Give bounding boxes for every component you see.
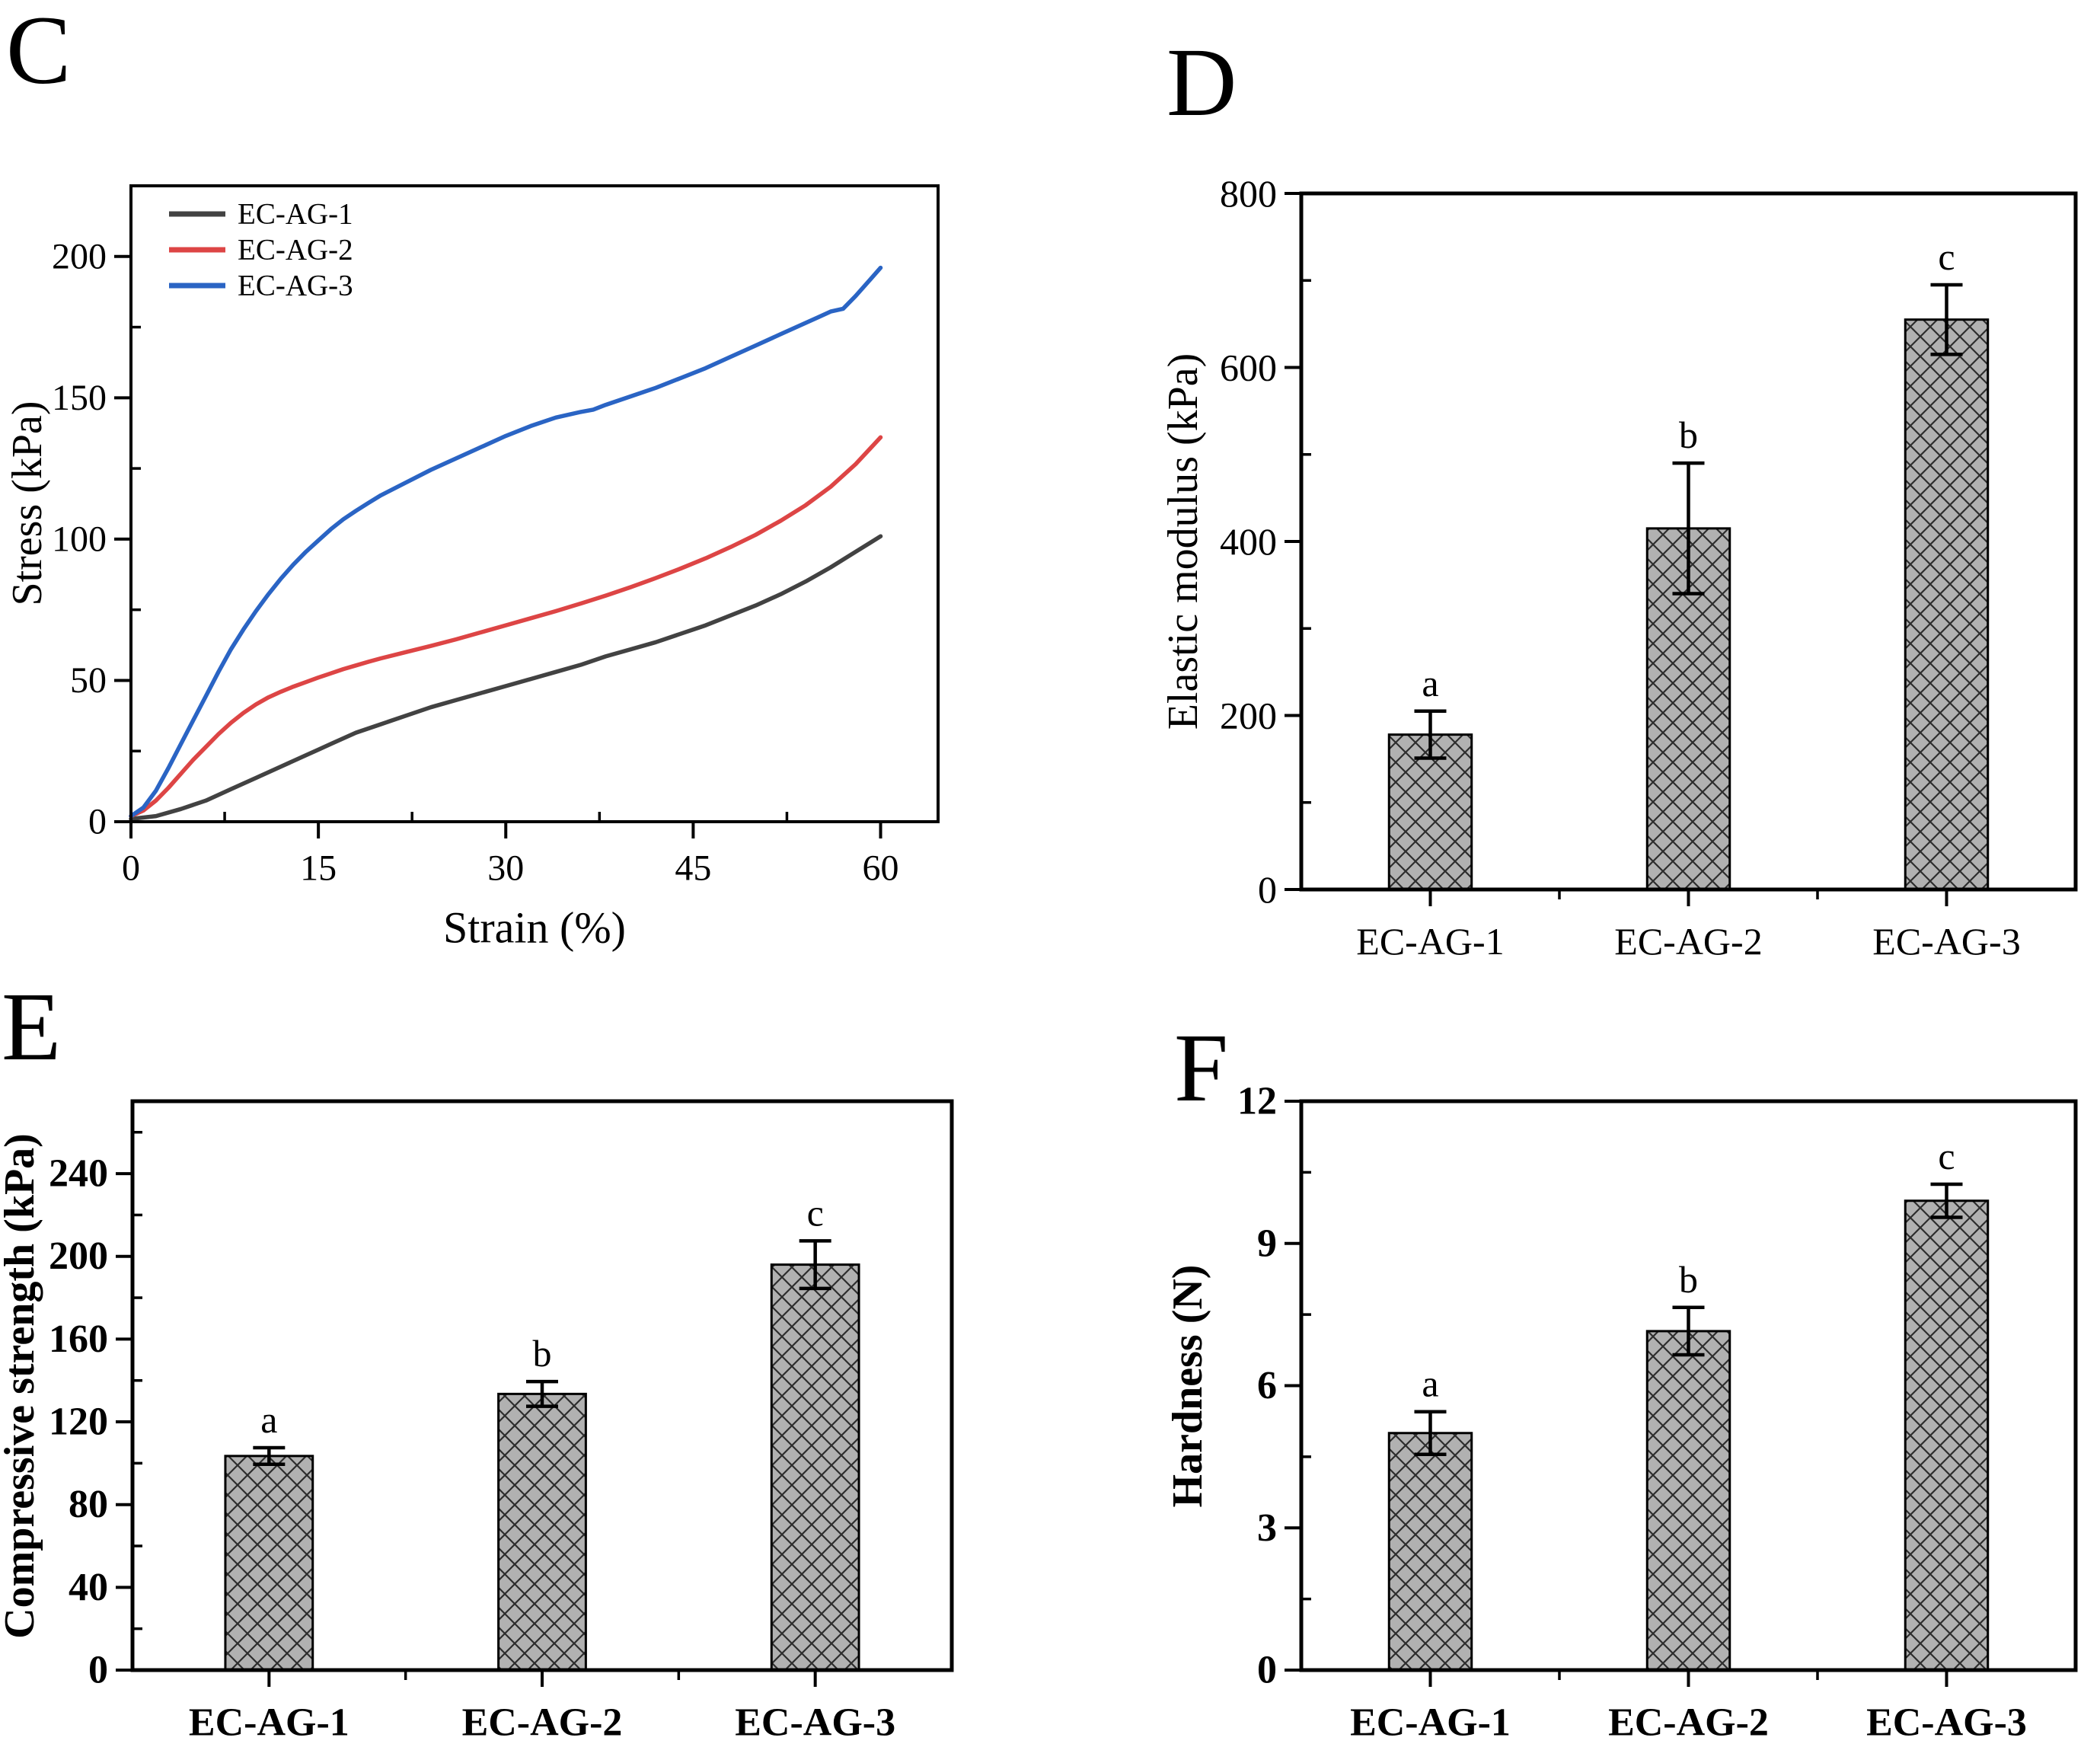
svg-text:240: 240: [49, 1152, 108, 1196]
svg-text:200: 200: [1220, 695, 1277, 737]
svg-text:Elastic modulus (kPa): Elastic modulus (kPa): [1160, 353, 1207, 730]
svg-text:0: 0: [88, 802, 107, 842]
svg-text:0: 0: [122, 848, 140, 889]
svg-text:600: 600: [1220, 347, 1277, 389]
svg-text:c: c: [1938, 235, 1955, 278]
svg-text:40: 40: [69, 1566, 108, 1609]
svg-text:15: 15: [300, 848, 337, 889]
svg-text:Compressive strength (kPa): Compressive strength (kPa): [0, 1133, 43, 1639]
svg-text:c: c: [807, 1191, 824, 1234]
svg-text:c: c: [1938, 1135, 1955, 1177]
panel-c-letter: C: [6, 0, 72, 104]
svg-text:EC-AG-2: EC-AG-2: [462, 1701, 623, 1745]
svg-text:b: b: [1679, 414, 1698, 456]
svg-text:b: b: [1679, 1258, 1698, 1301]
svg-text:150: 150: [52, 378, 107, 418]
svg-text:EC-AG-3: EC-AG-3: [735, 1701, 895, 1745]
svg-text:80: 80: [69, 1483, 108, 1526]
svg-text:120: 120: [49, 1400, 108, 1444]
svg-text:9: 9: [1257, 1222, 1277, 1265]
svg-text:60: 60: [863, 848, 899, 889]
svg-text:EC-AG-3: EC-AG-3: [238, 270, 353, 302]
svg-text:EC-AG-2: EC-AG-2: [1614, 920, 1762, 963]
svg-text:EC-AG-1: EC-AG-1: [238, 198, 353, 231]
svg-text:EC-AG-3: EC-AG-3: [1866, 1701, 2027, 1745]
svg-text:a: a: [1422, 1362, 1438, 1405]
svg-text:Hardness (N): Hardness (N): [1164, 1265, 1211, 1508]
svg-text:100: 100: [52, 519, 107, 559]
svg-text:12: 12: [1237, 1080, 1277, 1123]
svg-text:EC-AG-2: EC-AG-2: [1608, 1701, 1769, 1745]
svg-text:Stress (kPa): Stress (kPa): [4, 401, 51, 605]
svg-text:0: 0: [1257, 1649, 1277, 1692]
svg-text:30: 30: [487, 848, 524, 889]
svg-text:200: 200: [52, 236, 107, 276]
svg-text:800: 800: [1220, 172, 1277, 215]
svg-text:45: 45: [675, 848, 711, 889]
panel-f-letter: F: [1174, 1014, 1229, 1122]
svg-text:50: 50: [70, 660, 107, 701]
svg-text:EC-AG-2: EC-AG-2: [238, 234, 353, 267]
svg-text:Strain (%): Strain (%): [443, 903, 626, 953]
svg-text:400: 400: [1220, 520, 1277, 563]
svg-text:160: 160: [49, 1317, 108, 1361]
panel-d-letter: D: [1166, 28, 1237, 136]
svg-text:3: 3: [1257, 1506, 1277, 1550]
svg-text:EC-AG-1: EC-AG-1: [1356, 920, 1504, 963]
svg-text:a: a: [260, 1398, 277, 1441]
svg-text:EC-AG-3: EC-AG-3: [1872, 920, 2020, 963]
panel-e-letter: E: [2, 973, 62, 1081]
svg-text:a: a: [1422, 662, 1438, 704]
svg-text:EC-AG-1: EC-AG-1: [1350, 1701, 1511, 1745]
svg-text:b: b: [533, 1332, 552, 1375]
svg-text:0: 0: [1258, 868, 1277, 911]
svg-text:0: 0: [88, 1649, 108, 1692]
svg-text:6: 6: [1257, 1364, 1277, 1407]
svg-text:EC-AG-1: EC-AG-1: [189, 1701, 349, 1745]
svg-text:200: 200: [49, 1234, 108, 1278]
